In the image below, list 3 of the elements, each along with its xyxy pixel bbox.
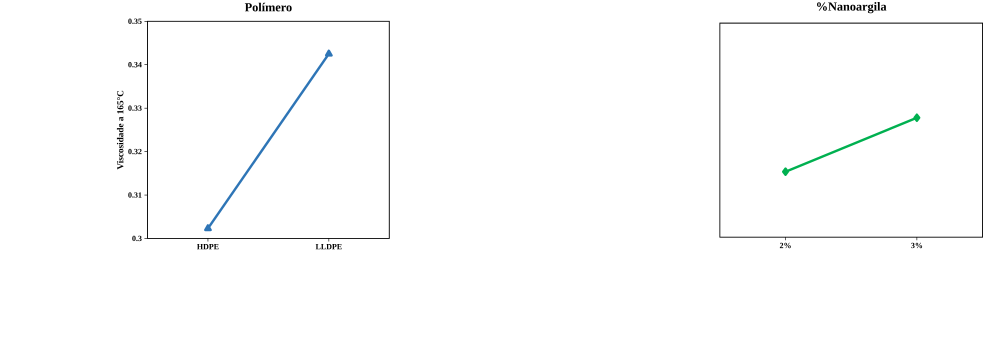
- chart-title: %Nanoargila: [817, 2, 886, 14]
- chart-title: Polímero: [244, 2, 292, 12]
- y-axis-title: Viscosidade a 165°C: [116, 90, 124, 170]
